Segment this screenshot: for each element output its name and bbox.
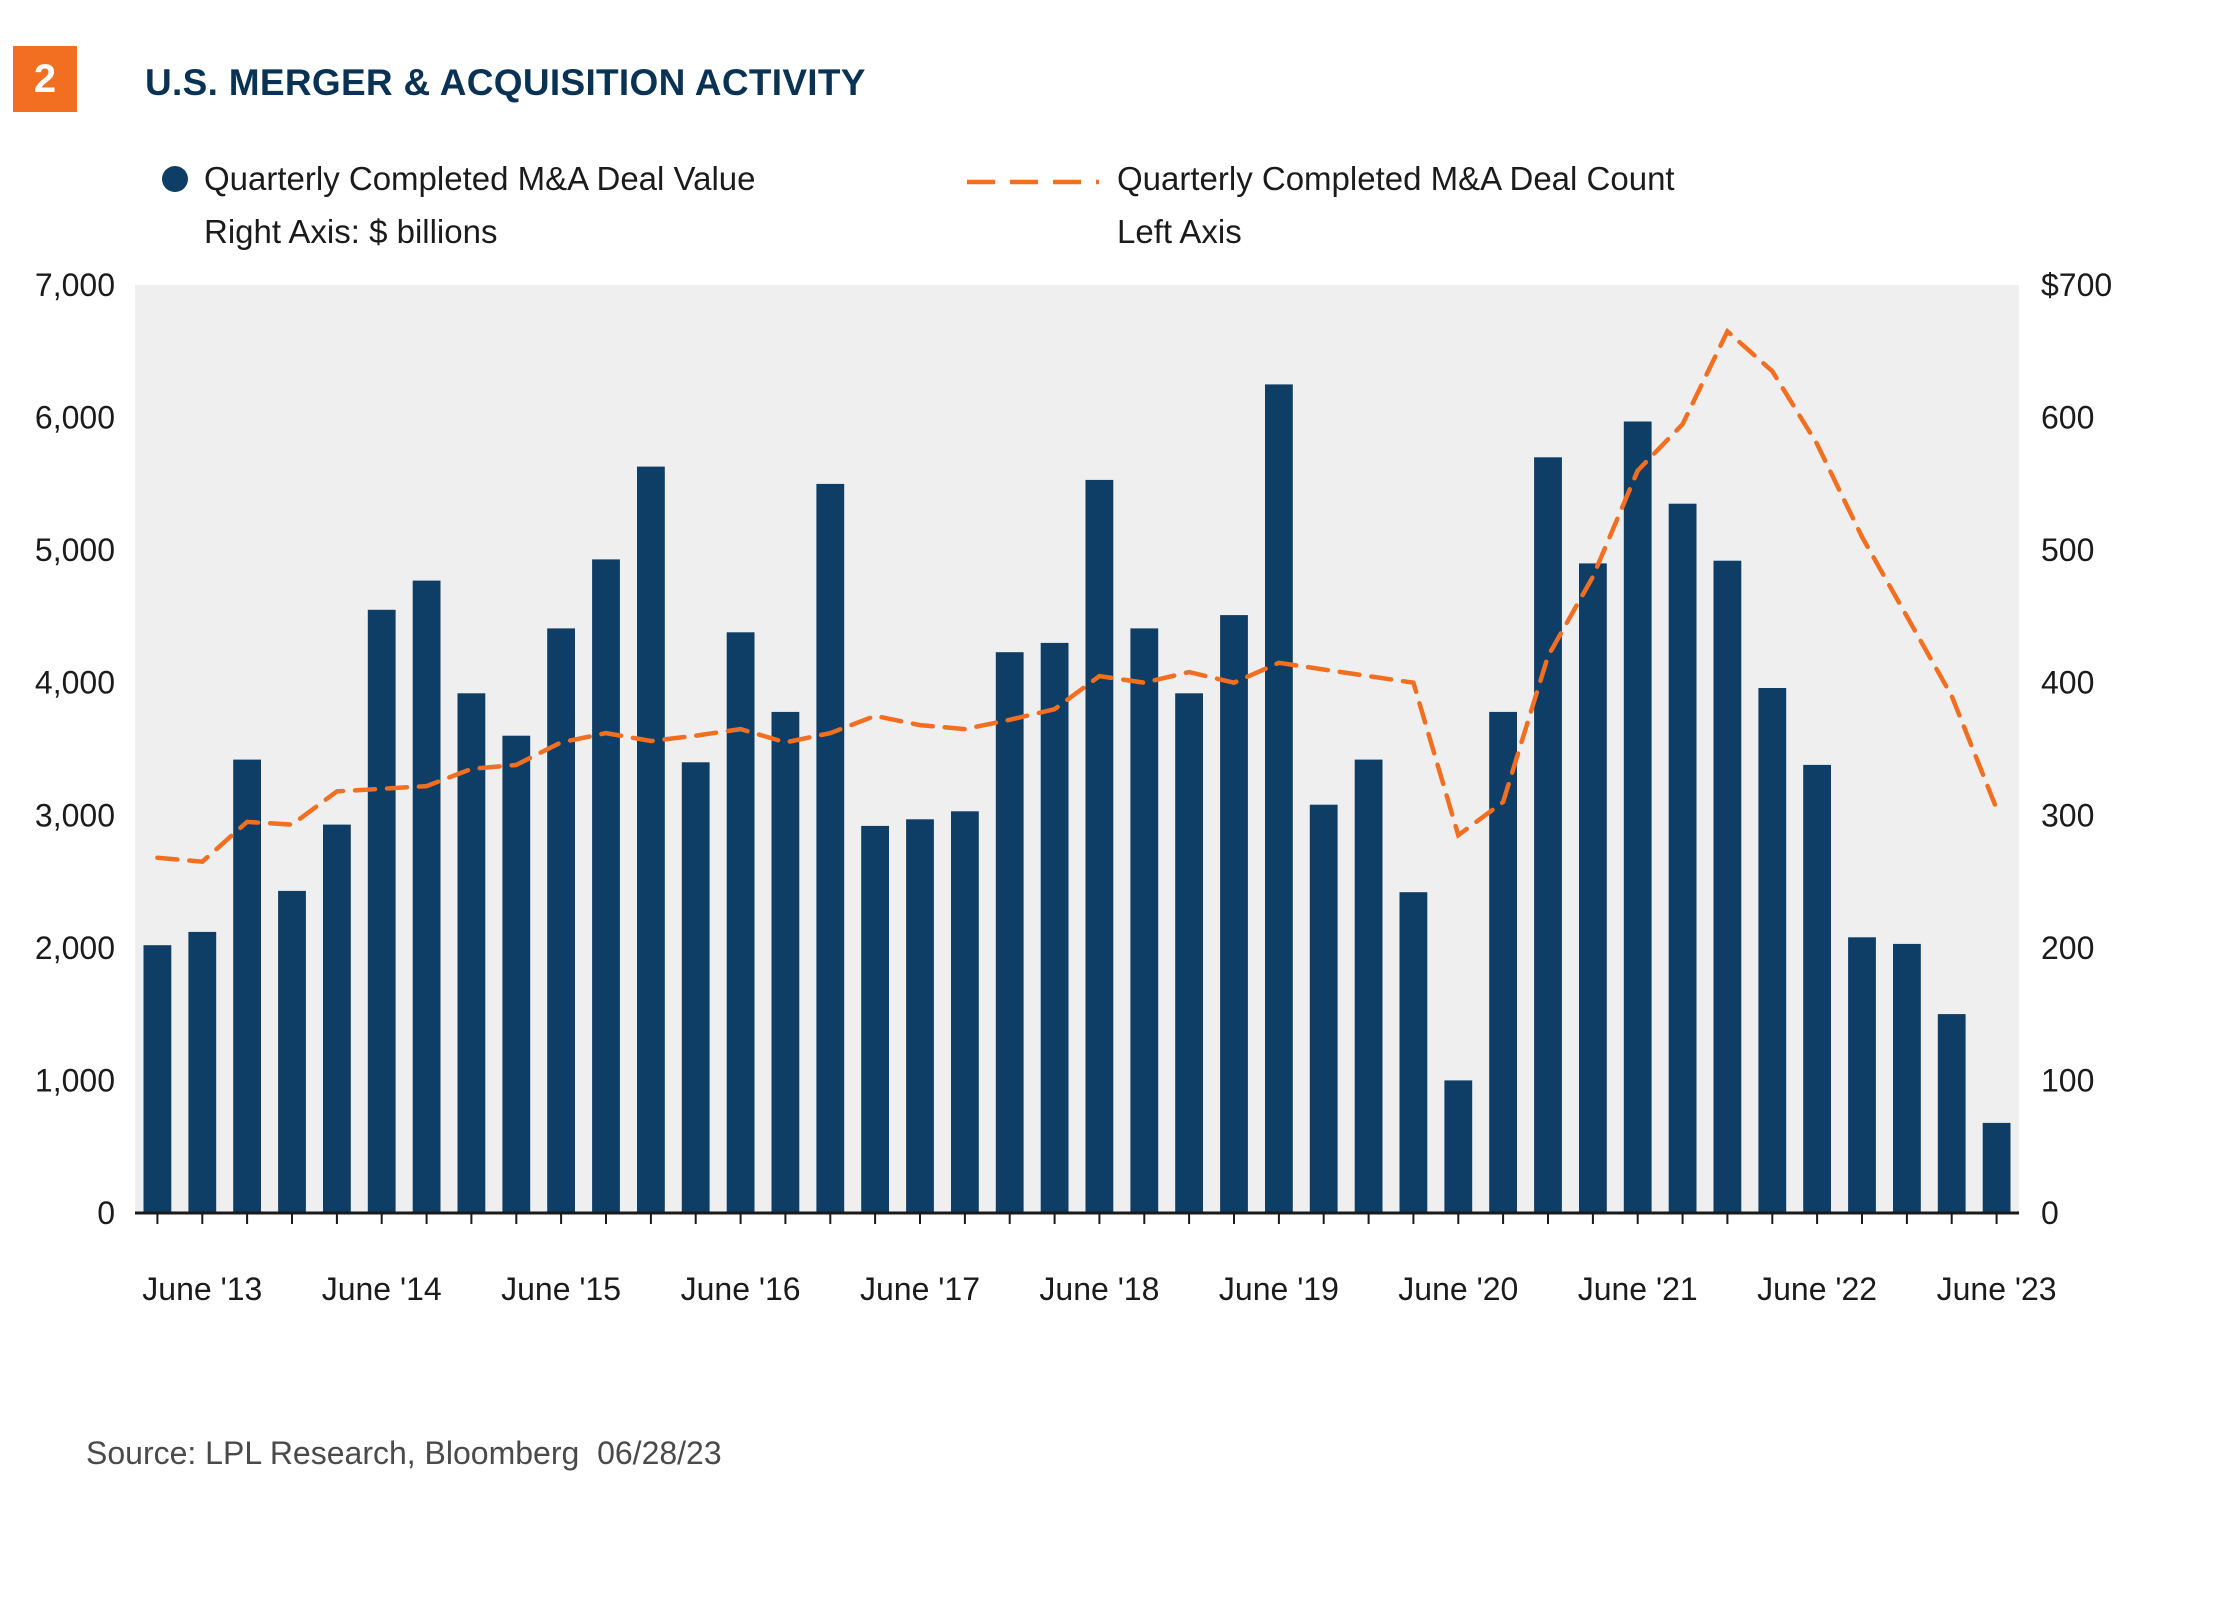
deal-value-bar[interactable] bbox=[1265, 384, 1293, 1213]
legend-deal-value-axis-note: Right Axis: $ billions bbox=[204, 213, 498, 251]
deal-value-bar[interactable] bbox=[1444, 1080, 1473, 1213]
right-axis-tick-label: 400 bbox=[2041, 665, 2094, 701]
left-axis-tick-label: 7,000 bbox=[35, 267, 115, 303]
deal-value-bar[interactable] bbox=[547, 628, 575, 1213]
x-axis-label: June '21 bbox=[1578, 1271, 1698, 1307]
legend: Quarterly Completed M&A Deal Value Right… bbox=[0, 152, 2221, 282]
deal-value-bar[interactable] bbox=[1130, 628, 1159, 1213]
deal-value-bar[interactable] bbox=[1220, 615, 1248, 1213]
deal-value-bar[interactable] bbox=[592, 559, 620, 1213]
deal-value-bar[interactable] bbox=[143, 945, 172, 1213]
x-axis-label: June '22 bbox=[1757, 1271, 1877, 1307]
left-axis-tick-label: 0 bbox=[97, 1195, 115, 1231]
left-axis-tick-label: 5,000 bbox=[35, 532, 115, 568]
legend-deal-count-label: Quarterly Completed M&A Deal Count bbox=[1117, 160, 1675, 197]
figure-number-badge: 2 bbox=[13, 46, 77, 112]
legend-item-deal-value[interactable]: Quarterly Completed M&A Deal Value Right… bbox=[162, 152, 755, 259]
deal-value-bar[interactable] bbox=[1713, 560, 1742, 1213]
deal-value-bar[interactable] bbox=[906, 819, 934, 1213]
deal-value-bar[interactable] bbox=[1354, 759, 1383, 1213]
left-axis-tick-label: 3,000 bbox=[35, 797, 115, 833]
right-axis-tick-label: 300 bbox=[2041, 797, 2094, 833]
deal-value-bar[interactable] bbox=[1937, 1014, 1966, 1213]
right-axis-tick-label: 200 bbox=[2041, 930, 2094, 966]
x-axis-label: June '13 bbox=[142, 1271, 262, 1307]
deal-value-bar[interactable] bbox=[1982, 1122, 2011, 1213]
right-axis-tick-label: 100 bbox=[2041, 1062, 2094, 1098]
deal-value-bar[interactable] bbox=[502, 735, 531, 1213]
left-axis-tick-label: 2,000 bbox=[35, 930, 115, 966]
deal-value-bar[interactable] bbox=[188, 931, 217, 1213]
x-axis-label: June '20 bbox=[1398, 1271, 1518, 1307]
x-axis-label: June '17 bbox=[860, 1271, 980, 1307]
deal-value-bar[interactable] bbox=[681, 762, 710, 1213]
legend-deal-value-label: Quarterly Completed M&A Deal Value bbox=[204, 160, 756, 197]
plot-area bbox=[135, 285, 2019, 1213]
x-axis-label: June '23 bbox=[1937, 1271, 2057, 1307]
deal-value-bar[interactable] bbox=[1040, 642, 1069, 1213]
deal-value-bar[interactable] bbox=[771, 711, 800, 1213]
x-axis-label: June '19 bbox=[1219, 1271, 1339, 1307]
right-axis-tick-label: $700 bbox=[2041, 267, 2112, 303]
deal-value-bar[interactable] bbox=[233, 759, 261, 1213]
left-axis-tick-label: 6,000 bbox=[35, 400, 115, 436]
figure-number: 2 bbox=[33, 56, 57, 101]
deal-value-bar[interactable] bbox=[1534, 457, 1562, 1213]
deal-value-bar[interactable] bbox=[1623, 421, 1652, 1214]
left-axis-tick-label: 4,000 bbox=[35, 665, 115, 701]
deal-value-bar[interactable] bbox=[995, 652, 1024, 1213]
deal-value-bar[interactable] bbox=[1848, 937, 1876, 1213]
left-axis-tick-label: 1,000 bbox=[35, 1062, 115, 1098]
legend-item-deal-count[interactable]: Quarterly Completed M&A Deal Count Left … bbox=[965, 152, 1675, 259]
x-axis-label: June '18 bbox=[1039, 1271, 1159, 1307]
deal-value-bar[interactable] bbox=[412, 580, 441, 1213]
deal-count-line-icon bbox=[965, 174, 1101, 192]
x-axis-label: June '15 bbox=[501, 1271, 621, 1307]
deal-value-bar[interactable] bbox=[367, 609, 396, 1213]
deal-value-bar[interactable] bbox=[323, 824, 351, 1213]
source-note: Source: LPL Research, Bloomberg 06/28/23 bbox=[86, 1435, 722, 1471]
legend-deal-count-axis-note: Left Axis bbox=[1117, 213, 1242, 251]
deal-value-bar[interactable] bbox=[1489, 711, 1517, 1213]
deal-value-bar[interactable] bbox=[637, 466, 665, 1214]
deal-value-bar[interactable] bbox=[816, 483, 845, 1213]
deal-value-marker-icon bbox=[162, 166, 188, 192]
x-axis-label: June '16 bbox=[681, 1271, 801, 1307]
deal-count-line[interactable] bbox=[155, 327, 1999, 865]
right-axis-tick-label: 600 bbox=[2041, 400, 2094, 436]
deal-value-bar[interactable] bbox=[1399, 892, 1428, 1213]
right-axis-tick-label: 0 bbox=[2041, 1195, 2059, 1231]
deal-value-bar[interactable] bbox=[861, 825, 889, 1213]
deal-value-bar[interactable] bbox=[1579, 563, 1607, 1213]
page-title: U.S. MERGER & ACQUISITION ACTIVITY bbox=[145, 62, 866, 103]
deal-value-bar[interactable] bbox=[457, 693, 486, 1213]
deal-value-bar[interactable] bbox=[726, 632, 755, 1213]
deal-value-bar[interactable] bbox=[1309, 804, 1338, 1213]
deal-value-bar[interactable] bbox=[1668, 503, 1697, 1213]
deal-value-bar[interactable] bbox=[1893, 943, 1921, 1213]
deal-value-bar[interactable] bbox=[278, 890, 306, 1213]
deal-value-bar[interactable] bbox=[1803, 764, 1831, 1213]
deal-value-bar[interactable] bbox=[1758, 688, 1787, 1213]
deal-value-bar[interactable] bbox=[951, 811, 979, 1213]
x-axis-label: June '14 bbox=[322, 1271, 442, 1307]
deal-value-bar[interactable] bbox=[1085, 479, 1114, 1213]
right-axis-tick-label: 500 bbox=[2041, 532, 2094, 568]
deal-value-bar[interactable] bbox=[1175, 693, 1203, 1213]
